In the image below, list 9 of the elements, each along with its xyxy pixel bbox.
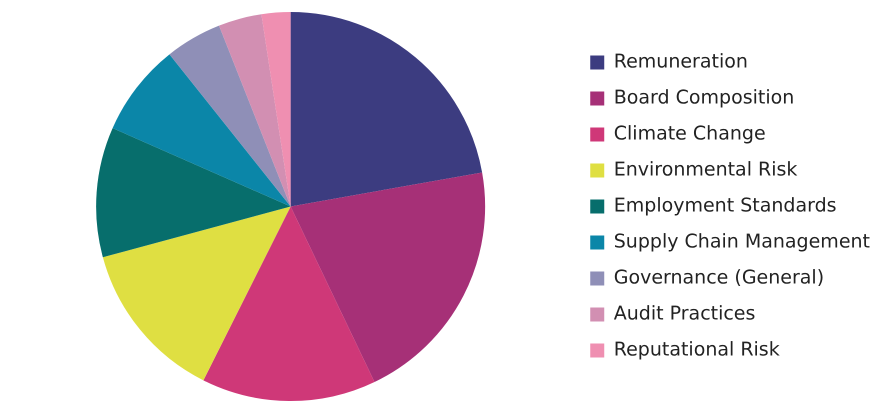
legend-label: Reputational Risk [614,338,780,360]
legend-label: Environmental Risk [614,158,798,180]
legend-label: Audit Practices [614,302,756,324]
legend-label: Supply Chain Management [614,230,870,252]
legend-label: Employment Standards [614,194,837,216]
legend-label: Climate Change [614,122,766,144]
legend-label: Board Composition [614,86,794,108]
legend-label: Governance (General) [614,266,824,288]
legend-label: Remuneration [614,50,748,72]
